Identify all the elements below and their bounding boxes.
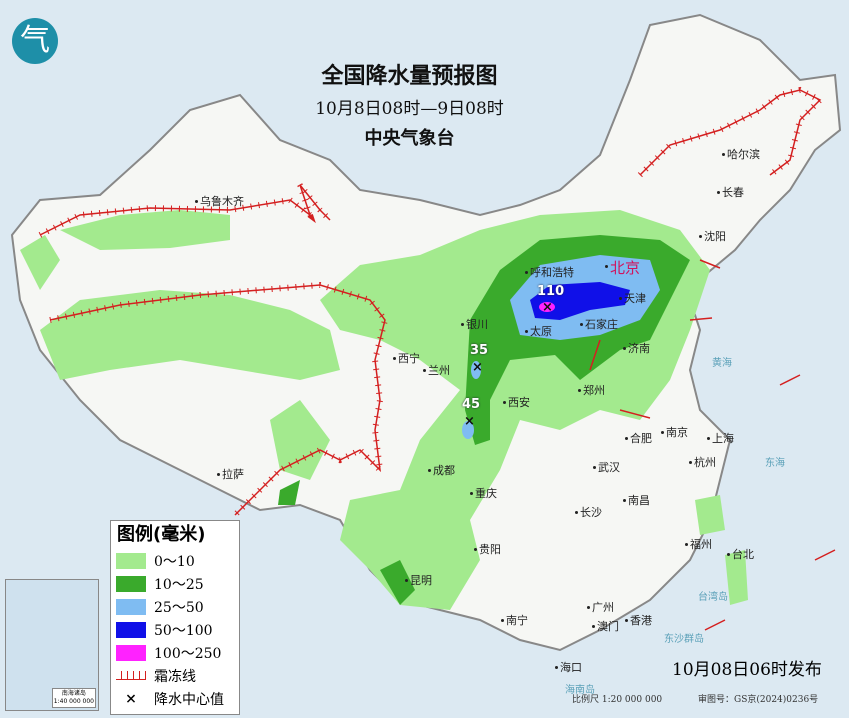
city-label: 广州 [587,601,614,614]
agency-name: 中央气象台 [364,128,455,149]
legend-item: 50～100 [116,618,239,641]
city-label: 澳门 [592,620,619,633]
city-label: 拉萨 [217,468,244,481]
south-china-sea-inset: 南海诸岛 1:40 000 000 [5,579,99,711]
review-number: 审图号：GS京(2024)0236号 [698,695,819,705]
city-label: 西安 [503,396,530,409]
city-label: 长春 [717,186,744,199]
city-label: 兰州 [423,364,450,377]
city-label: 呼和浩特 [525,266,574,279]
center-value: 35 [470,343,489,358]
city-label: 杭州 [689,456,716,469]
city-label: 哈尔滨 [722,148,760,161]
geo-label: 海南岛 [565,685,595,696]
city-label: 乌鲁木齐 [195,195,244,208]
frost-line-icon [116,671,146,680]
city-label: 福州 [685,538,712,551]
legend-frost-line: 霜冻线 [116,664,239,687]
geo-label: 东海 [765,458,785,469]
city-label: 南昌 [623,494,650,507]
center-value: 45 [462,397,481,412]
rain-100-250 [539,302,555,312]
city-label: 济南 [623,342,650,355]
city-label: 武汉 [593,461,620,474]
inset-caption: 南海诸岛 1:40 000 000 [51,688,96,708]
legend-center-value: × 降水中心值 [116,687,239,710]
city-label: 南京 [661,426,688,439]
city-label: 合肥 [625,432,652,445]
cma-logo: 气 [12,18,58,64]
geo-label: 东沙群岛 [664,634,704,645]
city-label: 长沙 [575,506,602,519]
legend-title: 图例(毫米) [117,524,206,545]
issue-time: 10月08日06时发布 [672,660,822,680]
legend-swatch [116,644,146,661]
legend-item: 10～25 [116,572,239,595]
city-label: 香港 [625,614,652,627]
center-x-icon: × [472,360,483,375]
rain-50-100 [530,282,630,320]
geo-label: 黄海 [712,358,732,369]
legend-item: 0～10 [116,549,239,572]
city-label: 南宁 [501,614,528,627]
city-label: 海口 [555,661,582,674]
map-title: 全国降水量预报图 [321,64,498,89]
city-label: 北京 [604,259,641,277]
frost-lines [38,86,836,631]
city-label: 上海 [707,432,734,445]
geo-label: 台湾岛 [698,592,728,603]
legend: 图例(毫米) 0～10 10～25 25～50 50～100 100～250 霜冻线 ×… [110,520,240,715]
legend-swatch [116,575,146,592]
legend-swatch [116,552,146,569]
legend-swatch [116,598,146,615]
city-label: 天津 [619,292,646,305]
city-label: 昆明 [405,574,432,587]
map-scale: 比例尺 1:20 000 000 [572,695,663,705]
city-label: 银川 [461,318,488,331]
center-value: 110 [537,284,565,299]
city-label: 西宁 [393,352,420,365]
city-label: 台北 [727,548,754,561]
city-label: 贵阳 [474,543,501,556]
x-icon: × [125,690,137,707]
city-label: 成都 [428,464,455,477]
legend-item: 100～250 [116,641,239,664]
forecast-period: 10月8日08时—9日08时 [315,99,504,119]
legend-item: 25～50 [116,595,239,618]
legend-swatch [116,621,146,638]
center-x-icon: × [542,300,553,315]
city-label: 石家庄 [580,318,618,331]
center-x-icon: × [464,414,475,429]
city-label: 太原 [525,325,552,338]
city-label: 郑州 [578,384,605,397]
city-label: 沈阳 [699,230,726,243]
city-label: 重庆 [470,487,497,500]
